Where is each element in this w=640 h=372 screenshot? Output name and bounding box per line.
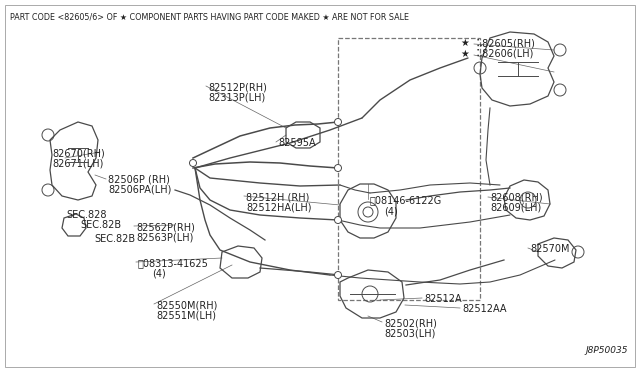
Circle shape xyxy=(335,217,342,224)
Text: 82506P (RH): 82506P (RH) xyxy=(108,175,170,185)
Bar xyxy=(338,38,480,300)
Text: ⠥82605(RH): ⠥82605(RH) xyxy=(476,38,536,48)
Text: 82562P(RH): 82562P(RH) xyxy=(136,222,195,232)
Text: 82550M(RH): 82550M(RH) xyxy=(156,300,218,310)
Text: 82609(LH): 82609(LH) xyxy=(490,203,541,213)
Text: ★: ★ xyxy=(460,38,469,48)
Text: 82313P(LH): 82313P(LH) xyxy=(208,92,265,102)
Text: SEC.828: SEC.828 xyxy=(66,210,106,220)
Text: 82671(LH): 82671(LH) xyxy=(52,158,104,168)
Text: 82512H (RH): 82512H (RH) xyxy=(246,192,309,202)
Text: 82506PA(LH): 82506PA(LH) xyxy=(108,185,172,195)
Text: ⠥82606(LH): ⠥82606(LH) xyxy=(476,49,534,59)
Text: 82608(RH): 82608(RH) xyxy=(490,193,543,203)
Text: 82512A: 82512A xyxy=(424,294,461,304)
Text: 82570M: 82570M xyxy=(530,244,570,254)
Circle shape xyxy=(335,119,342,125)
Circle shape xyxy=(335,272,342,279)
Text: PART CODE <82605/6> OF ★ COMPONENT PARTS HAVING PART CODE MAKED ★ ARE NOT FOR SA: PART CODE <82605/6> OF ★ COMPONENT PARTS… xyxy=(10,13,409,22)
Text: SEC.82B: SEC.82B xyxy=(94,234,135,244)
Text: 82502(RH): 82502(RH) xyxy=(384,318,437,328)
Text: 82563P(LH): 82563P(LH) xyxy=(136,232,193,242)
Text: ★: ★ xyxy=(460,49,469,59)
Text: 82503(LH): 82503(LH) xyxy=(384,328,435,338)
Text: 82670(RH): 82670(RH) xyxy=(52,148,105,158)
Text: (4): (4) xyxy=(152,268,166,278)
Circle shape xyxy=(335,164,342,171)
Text: 82512AA: 82512AA xyxy=(462,304,506,314)
Text: Ⓓ08313-41625: Ⓓ08313-41625 xyxy=(138,258,209,268)
Text: SEC.82B: SEC.82B xyxy=(80,220,121,230)
Text: 82512P(RH): 82512P(RH) xyxy=(208,82,267,92)
Text: 82551M(LH): 82551M(LH) xyxy=(156,310,216,320)
Text: Ⓓ08146-6122G: Ⓓ08146-6122G xyxy=(370,195,442,205)
Text: 82512HA(LH): 82512HA(LH) xyxy=(246,202,312,212)
Circle shape xyxy=(189,160,196,167)
Text: J8P50035: J8P50035 xyxy=(586,346,628,355)
Text: (4): (4) xyxy=(384,206,397,216)
Text: 82595A: 82595A xyxy=(278,138,316,148)
